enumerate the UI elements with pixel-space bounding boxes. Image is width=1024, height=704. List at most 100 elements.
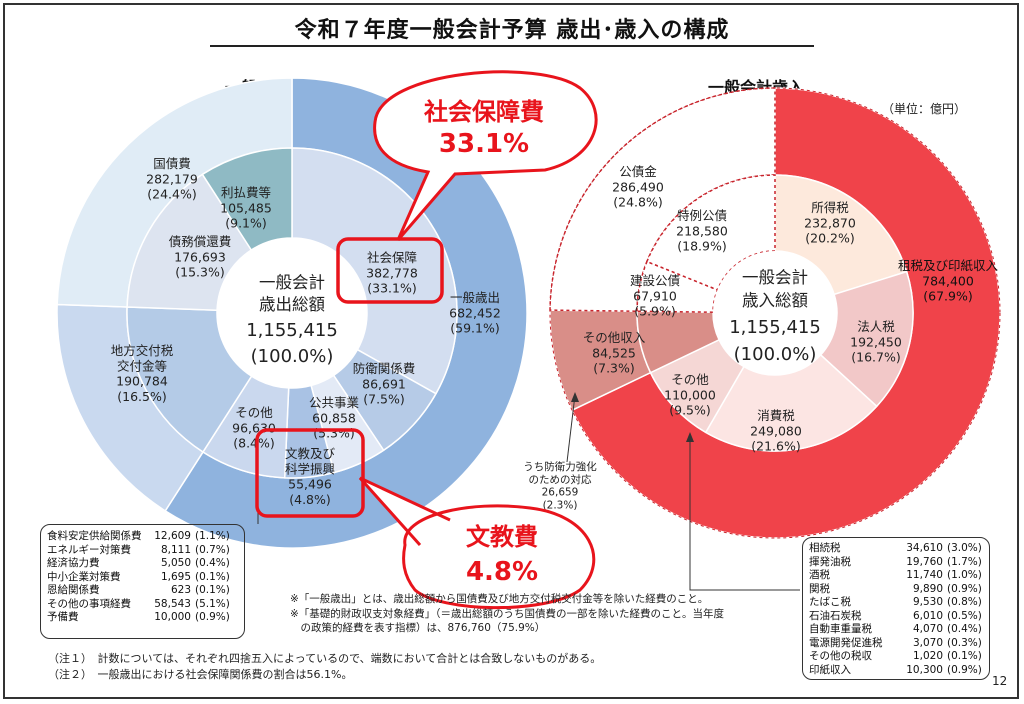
title-underline	[210, 45, 814, 47]
row-value: 11,740	[906, 569, 943, 581]
other-tax-breakdown: 相続税 34,610 (3.0%) 揮発油税 19,760 (1.7%) 酒税 11,740 (…	[802, 537, 990, 680]
row-percent: (0.7%)	[195, 543, 230, 556]
slide-frame	[3, 3, 1019, 699]
label-ippan-saishutsu: 一般歳出 682,452 (59.1%)	[449, 290, 501, 336]
revenue-center-hole	[713, 251, 837, 375]
label-bunkyo: 文教及び科学振興 55,496 (4.8%)	[285, 446, 336, 507]
row-percent: (0.9%)	[195, 611, 230, 623]
other-tax-row: 揮発油税 19,760 (1.7%)	[809, 556, 983, 570]
row-label: 予備費	[47, 611, 79, 623]
callout-social-percent: 33.1%	[439, 129, 529, 159]
callout-social-title: 社会保障費	[424, 98, 544, 126]
row-percent: (0.1%)	[195, 584, 230, 596]
expenditure-center-sublabel: 歳出総額	[259, 295, 325, 314]
other-expenditure-row: 食料安定供給関係費 12,609 (1.1%)	[47, 530, 238, 544]
row-value: 58,543	[154, 597, 191, 610]
row-percent: (0.1%)	[947, 650, 982, 662]
other-tax-row: たばこ税 9,530 (0.8%)	[809, 596, 983, 610]
row-percent: (0.1%)	[195, 570, 230, 583]
row-value: 10,300	[906, 663, 943, 676]
row-percent: (0.3%)	[947, 636, 982, 649]
other-expenditure-breakdown: 食料安定供給関係費 12,609 (1.1%) エネルギー対策費 8,111 (0.7%)…	[40, 524, 245, 639]
other-tax-row: 自動車重量税 4,070 (0.4%)	[809, 623, 983, 637]
row-value: 3,070	[912, 636, 943, 649]
other-tax-row: 印紙収入 10,300 (0.9%)	[809, 664, 983, 678]
callout-education-title: 文教費	[466, 523, 538, 551]
row-label: その他の税収	[809, 650, 872, 662]
label-kokusaihi: 国債費 282,179 (24.4%)	[146, 156, 198, 202]
revenue-center-percent: (100.0%)	[734, 344, 817, 365]
row-value: 623	[170, 584, 191, 596]
row-label: 印紙収入	[809, 663, 851, 676]
row-percent: (0.5%)	[947, 609, 982, 622]
row-value: 6,010	[912, 609, 943, 622]
note-line: の政策的経費を表す指標）は、876,760（75.9%）	[290, 622, 546, 634]
label-saimu-shokan: 債務償還費 176,693 (15.3%)	[169, 234, 232, 280]
callout-education-percent: 4.8%	[466, 557, 538, 587]
note-line: ※「基礎的財政収支対象経費」（＝歳出総額のうち国債費の一部を除いた経費のこと。当…	[290, 607, 725, 620]
page-number: 12	[992, 674, 1008, 688]
label-kokyo-jigyo: 公共事業 60,858 (5.3%)	[309, 395, 360, 441]
row-label: 関税	[809, 582, 830, 595]
revenue-inner-segment-1	[774, 174, 908, 296]
label-sozei: 租税及び印紙収入 784,400 (67.9%)	[898, 258, 999, 304]
leader-arrowhead	[571, 392, 579, 402]
row-percent: (0.4%)	[947, 623, 982, 635]
footnotes: （注１） 計数については、それぞれ四捨五入によっているので、端数において合計とは…	[48, 651, 601, 683]
other-tax-row: 相続税 34,610 (3.0%)	[809, 542, 983, 556]
other-expenditure-row: 恩給関係費 623 (0.1%)	[47, 584, 238, 598]
row-value: 1,020	[912, 650, 943, 662]
row-label: 恩給関係費	[47, 584, 100, 596]
other-tax-row: その他の税収 1,020 (0.1%)	[809, 650, 983, 664]
label-riharai: 利払費等 105,485 (9.1%)	[220, 185, 272, 231]
label-sonota-exp: その他 96,630 (8.4%)	[232, 405, 276, 451]
page-title: 令和７年度一般会計予算 歳出･歳入の構成	[294, 18, 730, 43]
label-kensetsu: 建設公債 67,910 (5.9%)	[630, 273, 680, 319]
label-hojinzei: 法人税 192,450 (16.7%)	[850, 319, 902, 365]
row-label: エネルギー対策費	[47, 543, 131, 556]
footnote-line: （注１） 計数については、それぞれ四捨五入によっているので、端数において合計とは…	[48, 652, 602, 665]
row-label: 中小企業対策費	[47, 570, 121, 583]
row-percent: (0.9%)	[947, 582, 982, 595]
row-value: 34,610	[906, 542, 943, 554]
row-label: たばこ税	[809, 596, 851, 608]
callout-bubble-education	[358, 476, 596, 610]
row-percent: (0.8%)	[947, 596, 982, 608]
row-label: 電源開発促進税	[809, 636, 883, 649]
revenue-center-label: 一般会計	[742, 268, 808, 287]
row-label: 相続税	[809, 542, 841, 554]
expenditure-center-hole	[217, 238, 367, 388]
row-percent: (1.0%)	[947, 569, 982, 581]
other-expenditure-row: その他の事項経費 58,543 (5.1%)	[47, 598, 238, 612]
row-label: 石油石炭税	[809, 609, 862, 622]
leader-other-tax	[689, 438, 800, 591]
highlight-education	[255, 428, 365, 518]
row-percent: (0.4%)	[195, 557, 230, 569]
row-label: 経済協力費	[47, 557, 100, 569]
expenditure-center-percent: (100.0%)	[251, 346, 334, 367]
row-percent: (3.0%)	[947, 542, 982, 554]
unit-label: （単位：億円）	[882, 102, 967, 116]
row-value: 19,760	[906, 555, 943, 568]
other-expenditure-row: エネルギー対策費 8,111 (0.7%)	[47, 544, 238, 558]
revenue-outline	[549, 87, 1001, 539]
row-value: 5,050	[160, 557, 191, 569]
other-expenditure-row: 予備費 10,000 (0.9%)	[47, 611, 238, 625]
note-line: ※「一般歳出」とは、歳出総額から国債費及び地方交付税交付金等を除いた経費のこと。	[290, 593, 709, 605]
label-kosaikin: 公債金 286,490 (24.8%)	[612, 164, 664, 210]
other-expenditure-row: 経済協力費 5,050 (0.4%)	[47, 557, 238, 571]
row-label: その他の事項経費	[47, 597, 131, 610]
callout-bubble-social	[373, 70, 598, 241]
label-boei: 防衛関係費 86,691 (7.5%)	[353, 361, 416, 407]
row-label: 食料安定供給関係費	[47, 530, 142, 542]
label-tokurei: 特例公債 218,580 (18.9%)	[676, 208, 728, 254]
row-label: 揮発油税	[809, 555, 851, 568]
row-value: 1,695	[160, 570, 191, 583]
label-chiho-kofuzei: 地方交付税交付金等 190,784 (16.5%)	[111, 343, 174, 404]
label-sonota-shunyu: その他収入 84,525 (7.3%)	[583, 330, 646, 376]
revenue-center-total: 1,155,415	[729, 317, 821, 338]
other-tax-row: 関税 9,890 (0.9%)	[809, 583, 983, 597]
row-percent: (0.9%)	[947, 663, 982, 676]
